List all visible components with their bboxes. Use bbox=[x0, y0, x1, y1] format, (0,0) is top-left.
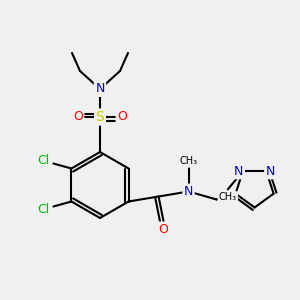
Text: S: S bbox=[96, 110, 104, 124]
Text: O: O bbox=[73, 110, 83, 124]
Text: N: N bbox=[266, 165, 275, 178]
Text: O: O bbox=[159, 223, 169, 236]
Text: Cl: Cl bbox=[37, 154, 50, 167]
Text: O: O bbox=[117, 110, 127, 124]
Text: N: N bbox=[234, 165, 244, 178]
Text: CH₃: CH₃ bbox=[219, 192, 237, 202]
Text: N: N bbox=[184, 185, 193, 198]
Text: CH₃: CH₃ bbox=[179, 157, 198, 166]
Text: N: N bbox=[95, 82, 105, 95]
Text: Cl: Cl bbox=[37, 203, 50, 216]
